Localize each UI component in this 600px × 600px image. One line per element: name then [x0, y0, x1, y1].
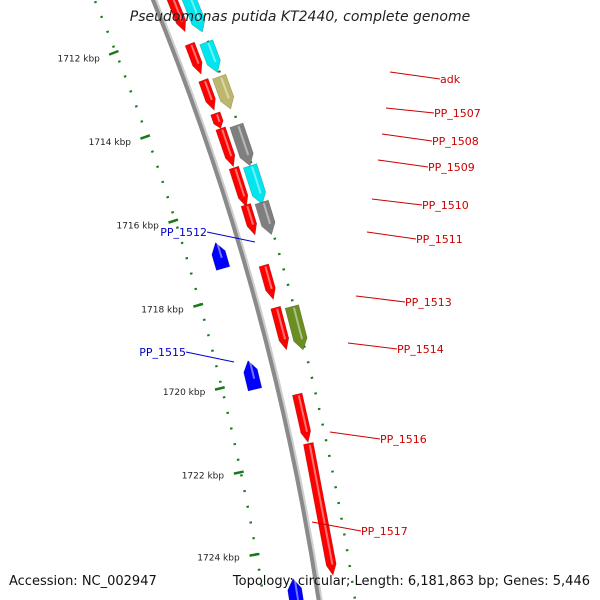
tick-mark [233, 470, 244, 475]
tick-mark [168, 218, 179, 224]
gene-label-pp_1510: PP_1510 [422, 199, 469, 212]
gene-highlight [276, 308, 287, 340]
gene-pp_1514 [270, 305, 290, 351]
tick-label: 1712 kbp [57, 54, 100, 64]
gene-pp_1507 [198, 78, 216, 111]
gene-arrow [212, 73, 235, 110]
gene-pp_1512 [211, 242, 231, 271]
gene-label-leader [389, 71, 441, 80]
gene-pp_1513 [258, 263, 276, 301]
gene-label-pp_1514: PP_1514 [397, 343, 444, 356]
tick-mark [108, 49, 119, 56]
gene-label-adk: adk [440, 73, 461, 86]
gene-arrow [229, 122, 254, 167]
gene-arrow [254, 199, 276, 236]
gene-label-leader [366, 231, 417, 240]
gene-label-pp_1516: PP_1516 [380, 433, 427, 446]
gene-highlight [292, 307, 304, 340]
tick-mark [140, 134, 151, 140]
gene-highlight [293, 579, 300, 600]
gene-pp_1509 [215, 126, 236, 168]
tick-label: 1714 kbp [89, 138, 132, 148]
gene-arrow [166, 0, 187, 33]
gene-pp_1508 [210, 111, 224, 129]
gene-label-pp_1517: PP_1517 [361, 525, 408, 538]
tick-label: 1722 kbp [182, 472, 225, 482]
inner-dotted-ring [93, 0, 266, 600]
gene-label-leader [185, 351, 235, 363]
backbone-shadow [153, 0, 323, 600]
tick-label: 1720 kbp [163, 388, 206, 398]
gene-highlight [204, 80, 213, 101]
gene-arrow [242, 163, 267, 205]
gene-arrow [287, 578, 304, 600]
gene-highlight [237, 125, 250, 156]
gene-label-pp_1512: PP_1512 [160, 226, 207, 239]
tick-mark [214, 386, 226, 391]
tick-mark [249, 552, 260, 557]
gene-label-pp_1509: PP_1509 [428, 161, 475, 174]
accession-label: Accession: NC_002947 [9, 574, 157, 589]
gene-label-leader [311, 521, 362, 532]
gene-highlight [262, 202, 271, 225]
gene-highlight [249, 361, 256, 379]
tick-mark [193, 302, 204, 308]
gene-highlight [207, 42, 217, 63]
outer-dotted-ring [190, 0, 357, 600]
gene-label-leader [206, 231, 256, 243]
gene-label-pp_1508: PP_1508 [432, 135, 479, 148]
tick-label: 1716 kbp [116, 222, 159, 232]
gene-pp_1517 [303, 442, 337, 576]
gene-label-leader [377, 159, 429, 168]
gene-highlight [246, 205, 254, 225]
gene-adk [184, 41, 203, 75]
gene-pp_1511 [240, 203, 258, 236]
map-title: Pseudomonas putida KT2440, complete geno… [129, 9, 471, 25]
gene-highlight [190, 0, 201, 22]
gene-label-leader [385, 107, 435, 114]
gene-arrow [284, 304, 308, 351]
gene-highlight [216, 114, 221, 123]
gene-label-leader [381, 133, 433, 142]
gene-highlight [234, 168, 246, 197]
gene-highlight [264, 266, 273, 290]
gene-arrow [181, 0, 206, 33]
gene-label-leader [371, 198, 423, 206]
gene-pp_1516 [292, 392, 312, 444]
gene-label-pp_1507: PP_1507 [434, 107, 481, 120]
gene-label-pp_1513: PP_1513 [405, 296, 452, 309]
gene-highlight [172, 0, 184, 22]
gene-arrow [199, 39, 221, 74]
gene-highlight [251, 166, 262, 194]
gene-highlight [190, 44, 200, 65]
gene-label-pp_1511: PP_1511 [416, 233, 463, 246]
gene-highlight [216, 243, 223, 259]
gene-highlight [308, 444, 334, 565]
gene-label-leader [329, 431, 381, 440]
gene-label-pp_1515: PP_1515 [139, 346, 186, 359]
genome-summary: Topology: circular; Length: 6,181,863 bp… [232, 574, 590, 589]
gene-label-leader [355, 295, 406, 303]
gene-highlight [297, 395, 308, 432]
tick-label: 1718 kbp [141, 305, 184, 315]
gene-pp_1515 [243, 360, 263, 392]
gene-pp_1510 [228, 165, 249, 208]
backbone-line [150, 0, 321, 600]
tick-label: 1724 kbp [197, 553, 240, 563]
gene-label-leader [347, 342, 398, 350]
gene-highlight [220, 77, 230, 99]
gene-highlight [221, 129, 233, 157]
